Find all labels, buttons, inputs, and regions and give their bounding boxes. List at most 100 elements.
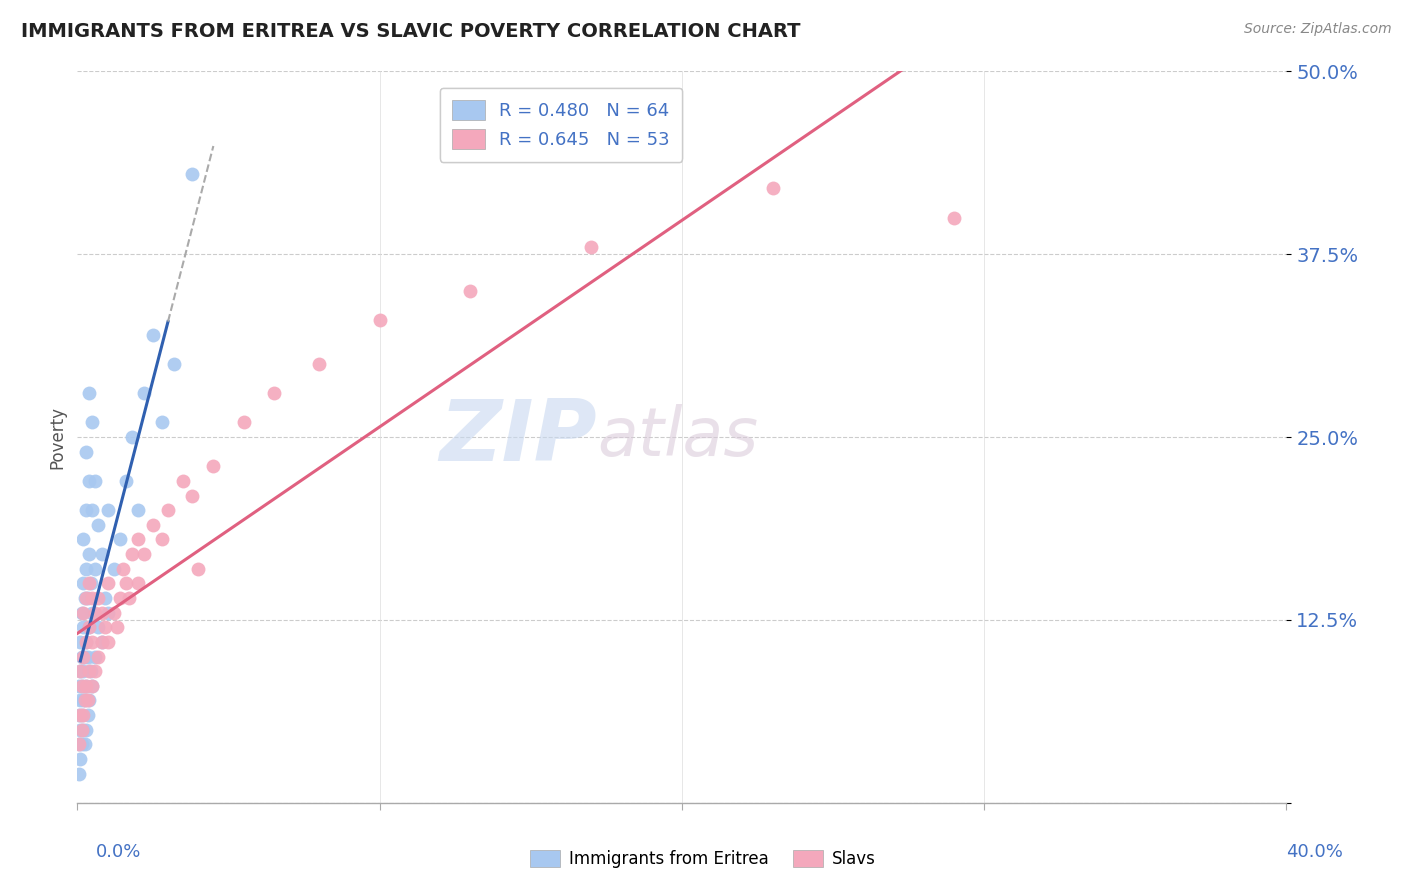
Point [121,430,143,444]
Point [70,723,93,737]
Point [77,591,100,605]
Point [84,649,107,664]
Point [111,562,134,576]
Point [70,649,93,664]
Point [75,562,97,576]
Point [150,533,173,547]
Point [108,591,131,605]
Point [79,620,101,634]
Text: atlas: atlas [598,404,758,470]
Point [69,635,91,649]
Point [75,635,97,649]
Point [72,576,94,591]
Point [187,562,209,576]
Point [103,606,125,620]
Point [75,723,97,737]
Point [67,737,90,751]
Point [142,517,165,532]
Point [82,679,104,693]
Point [121,547,143,561]
Text: 0.0%: 0.0% [96,843,141,861]
Point [67,766,90,780]
Point [82,416,104,430]
Point [75,503,97,517]
Point [181,489,204,503]
Point [163,357,186,371]
Point [73,591,96,605]
Point [79,576,101,591]
Point [202,459,225,474]
Text: 40.0%: 40.0% [1286,843,1343,861]
Point [77,708,100,723]
Text: Source: ZipAtlas.com: Source: ZipAtlas.com [1244,22,1392,37]
Point [72,664,94,678]
Point [87,620,110,634]
Point [73,693,96,707]
Point [72,693,94,707]
Point [90,606,112,620]
Point [75,679,97,693]
Point [232,416,254,430]
Point [82,503,104,517]
Point [127,503,149,517]
Point [150,416,173,430]
Point [114,576,136,591]
Point [82,635,104,649]
Point [67,679,90,693]
Point [75,591,97,605]
Point [142,327,165,342]
Point [181,167,204,181]
Point [72,620,94,634]
Point [80,664,103,678]
Text: IMMIGRANTS FROM ERITREA VS SLAVIC POVERTY CORRELATION CHART: IMMIGRANTS FROM ERITREA VS SLAVIC POVERT… [21,22,800,41]
Point [72,723,94,737]
Point [70,606,93,620]
Point [108,533,131,547]
Point [69,723,91,737]
Point [75,635,97,649]
Y-axis label: Poverty: Poverty [48,406,66,468]
Point [87,591,110,605]
Point [79,693,101,707]
Point [84,474,107,488]
Point [79,620,101,634]
Point [172,474,194,488]
Point [69,664,91,678]
Point [96,635,118,649]
Point [82,606,104,620]
Point [82,679,104,693]
Point [84,606,107,620]
Point [84,664,107,678]
Point [127,533,149,547]
Point [69,693,91,707]
Point [69,664,91,678]
Point [90,635,112,649]
Point [77,693,100,707]
Point [96,606,118,620]
Point [87,517,110,532]
Point [114,474,136,488]
Point [69,752,91,766]
Point [458,284,481,298]
Point [581,240,603,254]
Point [79,474,101,488]
Point [69,708,91,723]
Legend: Immigrants from Eritrea, Slavs: Immigrants from Eritrea, Slavs [523,843,883,875]
Point [93,620,115,634]
Point [93,591,115,605]
Point [72,708,94,723]
Point [942,211,965,225]
Point [96,503,118,517]
Point [79,386,101,401]
Point [75,679,97,693]
Point [79,547,101,561]
Text: ZIP: ZIP [440,395,598,479]
Point [105,620,128,634]
Point [67,708,90,723]
Point [103,562,125,576]
Point [79,664,101,678]
Point [762,181,785,195]
Point [157,503,180,517]
Point [70,737,93,751]
Point [308,357,330,371]
